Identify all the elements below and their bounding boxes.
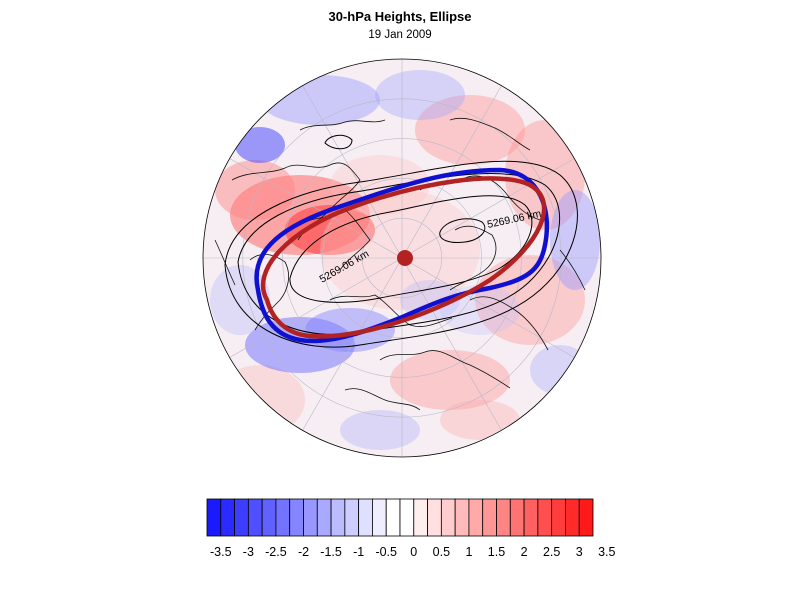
anomaly-patch — [245, 317, 355, 373]
colorbar-box — [372, 498, 387, 537]
colorbar-tick-label: 3.5 — [598, 545, 615, 559]
anomaly-patch — [415, 95, 525, 165]
colorbar-box — [523, 498, 539, 537]
meridian-line — [229, 158, 403, 259]
globe-outline — [202, 58, 602, 458]
colorbar-box — [289, 498, 304, 537]
ellipse-center-marker — [397, 250, 413, 266]
colorbar-box — [330, 498, 346, 537]
colorbar-box — [565, 498, 580, 537]
colorbar-tick-label: -1 — [353, 545, 364, 559]
colorbar-box — [261, 498, 277, 537]
colorbar-box — [275, 498, 291, 537]
colorbar-box — [454, 498, 470, 537]
colorbar-box — [206, 498, 222, 537]
colorbar-box — [220, 498, 235, 537]
colorbar-tick-label: 2.5 — [543, 545, 560, 559]
colorbar-tick-label: -0.5 — [375, 545, 397, 559]
anomaly-patch — [440, 400, 520, 440]
colorbar-box — [537, 498, 553, 537]
colorbar-box — [482, 498, 497, 537]
meridian-line — [302, 85, 403, 259]
colorbar-tick-label: -3.5 — [210, 545, 232, 559]
anomaly-patch — [235, 127, 285, 163]
colorbar-box — [385, 498, 401, 537]
fitted-ellipse — [260, 176, 547, 339]
colorbar-box — [316, 498, 332, 537]
meridian-line — [302, 257, 403, 431]
observed-ellipse — [254, 167, 550, 344]
colorbar-box — [440, 498, 456, 537]
colorbar-tick-label: -1.5 — [320, 545, 342, 559]
colorbar-box — [427, 498, 442, 537]
colorbar-box — [413, 498, 428, 537]
meridian-line — [401, 257, 502, 431]
colorbar-tick-label: -2 — [298, 545, 309, 559]
colorbar-tick-label: 0.5 — [433, 545, 450, 559]
meridian-line — [401, 85, 502, 259]
colorbar-box — [303, 498, 318, 537]
anomaly-patch — [215, 160, 295, 220]
colorbar-tick-labels: -3.5 -3 -2.5 -2 -1.5 -1 -0.5 0 0.5 1 1.5 2 2.5 3 3.5 — [210, 545, 616, 559]
colorbar-tick-label: -2.5 — [265, 545, 287, 559]
colorbar-box — [468, 498, 484, 537]
colorbar-box — [509, 498, 525, 537]
plot-title: 30-hPa Heights, Ellipse — [328, 9, 472, 24]
colorbar-box — [358, 498, 373, 537]
colorbar-tick-label: 1.5 — [488, 545, 505, 559]
anomaly-patch — [375, 70, 465, 120]
colorbar-tick-label: 3 — [576, 545, 583, 559]
meridian-line — [401, 158, 575, 259]
colorbar-tick-label: -3 — [243, 545, 254, 559]
meridian-line — [229, 257, 403, 358]
colorbar-boxes — [206, 498, 594, 537]
meridian-line — [401, 257, 575, 358]
anomaly-patch — [390, 350, 510, 410]
graticule — [203, 59, 601, 457]
colorbar-box — [234, 498, 249, 537]
anomaly-patch — [340, 410, 420, 450]
map-field: 5269.06 km 5269.06 km — [203, 59, 601, 457]
plot-subtitle: 19 Jan 2009 — [368, 29, 432, 41]
anomaly-patch — [550, 190, 600, 290]
colorbar-box — [578, 498, 594, 537]
colorbar-tick-label: 2 — [521, 545, 528, 559]
colorbar-box — [344, 498, 360, 537]
colorbar-box — [399, 498, 415, 537]
colorbar-box — [551, 498, 566, 537]
colorbar-box — [496, 498, 511, 537]
colorbar-tick-label: 0 — [410, 545, 417, 559]
colorbar-tick-label: 1 — [465, 545, 472, 559]
colorbar-box — [247, 498, 263, 537]
